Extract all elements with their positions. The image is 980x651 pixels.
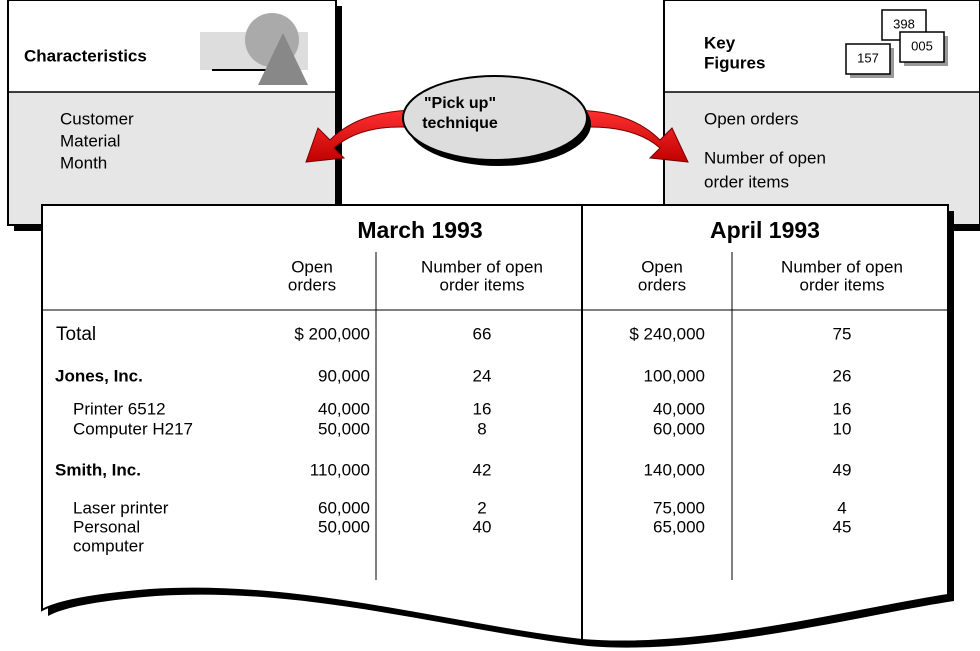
- cell-value: 60,000: [653, 419, 705, 438]
- cell-value: 100,000: [644, 366, 705, 385]
- cell-value: 45: [833, 517, 852, 536]
- cell-value: 40: [473, 517, 492, 536]
- cell-value: 66: [473, 324, 492, 343]
- cell-value: 16: [473, 399, 492, 418]
- cell-value: 50,000: [318, 517, 370, 536]
- technique-label: technique: [422, 115, 498, 132]
- period-heading: March 1993: [357, 217, 482, 243]
- key-figures-title: Key: [704, 33, 736, 52]
- characteristic-item: Customer: [60, 109, 134, 128]
- cell-value: 140,000: [644, 460, 705, 479]
- row-label: Personal: [73, 517, 140, 536]
- cell-value: $ 240,000: [629, 324, 705, 343]
- key-figure-item: Open orders: [704, 109, 799, 128]
- row-label: Total: [56, 324, 96, 345]
- cell-value: 4: [837, 498, 846, 517]
- cell-value: 42: [473, 460, 492, 479]
- cell-value: 75: [833, 324, 852, 343]
- icon-number: 157: [857, 50, 879, 65]
- column-header: order items: [799, 275, 884, 294]
- row-label: Computer H217: [73, 419, 193, 438]
- cell-value: 26: [833, 366, 852, 385]
- column-header: order items: [439, 275, 524, 294]
- cell-value: 8: [477, 419, 486, 438]
- column-header: orders: [288, 275, 336, 294]
- cell-value: 65,000: [653, 517, 705, 536]
- column-header: Open: [291, 257, 333, 276]
- icon-number: 005: [911, 38, 933, 53]
- column-header: Open: [641, 257, 683, 276]
- cell-value: 110,000: [310, 460, 370, 479]
- row-label: Laser printer: [73, 498, 169, 517]
- key-figures-box: [663, 0, 980, 231]
- row-label: Jones, Inc.: [55, 366, 143, 385]
- column-header: orders: [638, 275, 686, 294]
- characteristic-item: Material: [60, 131, 120, 150]
- column-header: Number of open: [781, 257, 903, 276]
- cell-value: 40,000: [653, 399, 705, 418]
- cell-value: 50,000: [318, 419, 370, 438]
- row-label: Smith, Inc.: [55, 460, 141, 479]
- key-figure-item: Number of open: [704, 148, 826, 167]
- key-figures-title: Figures: [704, 53, 765, 72]
- cell-value: 10: [833, 419, 852, 438]
- arrows: [305, 75, 689, 166]
- key-figure-item: order items: [704, 172, 789, 191]
- cell-value: $ 200,000: [294, 324, 370, 343]
- cell-value: 90,000: [318, 366, 370, 385]
- cell-value: 40,000: [318, 399, 370, 418]
- cell-value: 24: [473, 366, 492, 385]
- cell-value: 60,000: [318, 498, 370, 517]
- table-sheet: [41, 204, 954, 648]
- characteristic-item: Month: [60, 153, 107, 172]
- cell-value: 16: [833, 399, 852, 418]
- row-label: Printer 6512: [73, 399, 166, 418]
- cell-value: 75,000: [653, 498, 705, 517]
- cell-value: 2: [477, 498, 486, 517]
- icon-number: 398: [893, 16, 915, 31]
- characteristics-title: Characteristics: [24, 46, 147, 65]
- period-heading: April 1993: [710, 217, 820, 243]
- cell-value: 49: [833, 460, 852, 479]
- column-header: Number of open: [421, 257, 543, 276]
- characteristics-box: [7, 0, 342, 231]
- row-label: computer: [73, 536, 144, 555]
- technique-label: "Pick up": [424, 95, 496, 112]
